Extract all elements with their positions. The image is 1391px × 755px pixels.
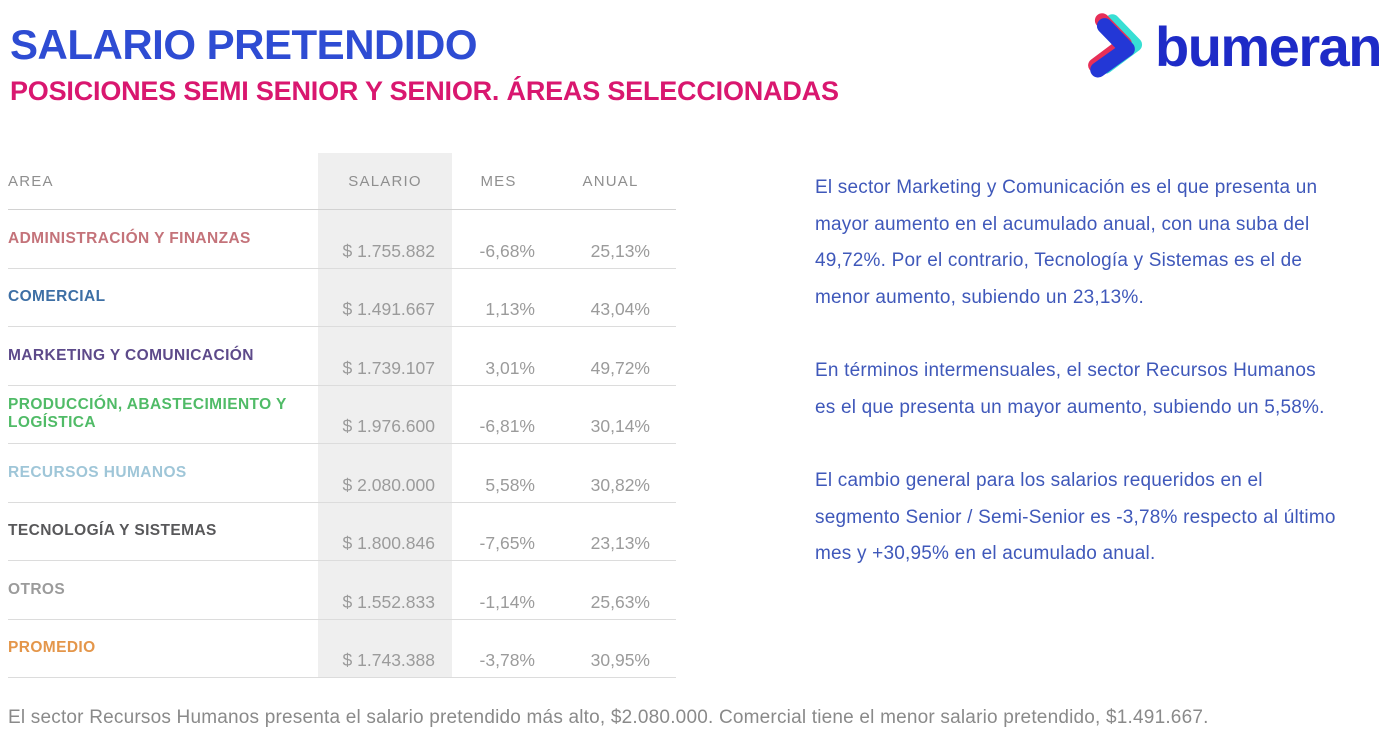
salario-value: $ 1.491.667 bbox=[342, 299, 435, 319]
mes-value: 5,58% bbox=[485, 474, 535, 495]
insight-paragraph-annual: El sector Marketing y Comunicación es el… bbox=[815, 177, 1318, 308]
table-row: TECNOLOGÍA Y SISTEMAS $ 1.800.846 -7,65%… bbox=[8, 503, 676, 561]
insight-paragraph-general: El cambio general para los salarios requ… bbox=[815, 470, 1336, 564]
mes-value: -6,81% bbox=[479, 416, 535, 436]
mes-value: -3,78% bbox=[479, 650, 535, 670]
table-row: PRODUCCIÓN, ABASTECIMIENTO Y LOGÍSTICA $… bbox=[8, 386, 676, 444]
area-name: MARKETING Y COMUNICACIÓN bbox=[8, 346, 254, 364]
column-header-mes: MES bbox=[480, 172, 517, 190]
table-row: ADMINISTRACIÓN Y FINANZAS $ 1.755.882 -6… bbox=[8, 210, 676, 269]
mes-value: -1,14% bbox=[479, 591, 535, 612]
salario-value: $ 1.755.882 bbox=[342, 240, 435, 261]
column-header-area: AREA bbox=[8, 172, 54, 190]
mes-value: -6,68% bbox=[479, 240, 535, 261]
salario-column-highlight bbox=[318, 153, 452, 678]
column-header-salario: SALARIO bbox=[348, 172, 422, 190]
area-name: OTROS bbox=[8, 580, 66, 598]
anual-value: 25,13% bbox=[590, 240, 650, 261]
anual-value: 49,72% bbox=[590, 357, 650, 378]
anual-value: 30,82% bbox=[590, 474, 650, 495]
area-name: PRODUCCIÓN, ABASTECIMIENTO Y LOGÍSTICA bbox=[8, 396, 287, 432]
salario-value: $ 1.743.388 bbox=[342, 650, 435, 670]
area-name: RECURSOS HUMANOS bbox=[8, 463, 187, 481]
salario-value: $ 1.552.833 bbox=[342, 591, 435, 612]
area-name: ADMINISTRACIÓN Y FINANZAS bbox=[8, 229, 251, 247]
footer-summary: El sector Recursos Humanos presenta el s… bbox=[8, 707, 1209, 728]
insights-panel: El sector Marketing y Comunicación es el… bbox=[815, 170, 1337, 610]
salario-value: $ 1.800.846 bbox=[342, 533, 435, 553]
table-header-row: AREA SALARIO MES ANUAL bbox=[8, 153, 676, 210]
area-name: TECNOLOGÍA Y SISTEMAS bbox=[8, 522, 217, 540]
table-row: COMERCIAL $ 1.491.667 1,13% 43,04% bbox=[8, 269, 676, 327]
salario-value: $ 1.976.600 bbox=[342, 416, 435, 436]
logo-wordmark: bumeran bbox=[1155, 15, 1383, 78]
bumeran-logo: bumeran bbox=[1087, 13, 1383, 80]
area-name: PROMEDIO bbox=[8, 639, 96, 657]
page-title: SALARIO PRETENDIDO bbox=[10, 21, 478, 68]
anual-value: 30,14% bbox=[590, 416, 650, 436]
mes-value: -7,65% bbox=[479, 533, 535, 553]
logo-mark-blue bbox=[1090, 18, 1135, 78]
anual-value: 30,95% bbox=[590, 650, 650, 670]
anual-value: 23,13% bbox=[590, 533, 650, 553]
table-row: OTROS $ 1.552.833 -1,14% 25,63% bbox=[8, 561, 676, 620]
anual-value: 43,04% bbox=[590, 299, 650, 319]
mes-value: 1,13% bbox=[485, 299, 535, 319]
salario-value: $ 1.739.107 bbox=[342, 357, 435, 378]
bumeran-chevron-icon bbox=[1088, 13, 1143, 78]
page-subtitle: POSICIONES SEMI SENIOR Y SENIOR. ÁREAS S… bbox=[10, 76, 839, 107]
salary-table: AREA SALARIO MES ANUAL ADMINISTRACIÓN Y … bbox=[8, 153, 676, 678]
anual-value: 25,63% bbox=[590, 591, 650, 612]
salario-value: $ 2.080.000 bbox=[342, 474, 435, 495]
table-row: MARKETING Y COMUNICACIÓN $ 1.739.107 3,0… bbox=[8, 327, 676, 386]
column-header-anual: ANUAL bbox=[582, 172, 639, 190]
insight-paragraph-monthly: En términos intermensuales, el sector Re… bbox=[815, 360, 1325, 418]
table-row: RECURSOS HUMANOS $ 2.080.000 5,58% 30,82… bbox=[8, 444, 676, 503]
area-name: COMERCIAL bbox=[8, 288, 106, 306]
table-row: PROMEDIO $ 1.743.388 -3,78% 30,95% bbox=[8, 620, 676, 678]
header: SALARIO PRETENDIDO POSICIONES SEMI SENIO… bbox=[10, 21, 839, 107]
mes-value: 3,01% bbox=[485, 357, 535, 378]
